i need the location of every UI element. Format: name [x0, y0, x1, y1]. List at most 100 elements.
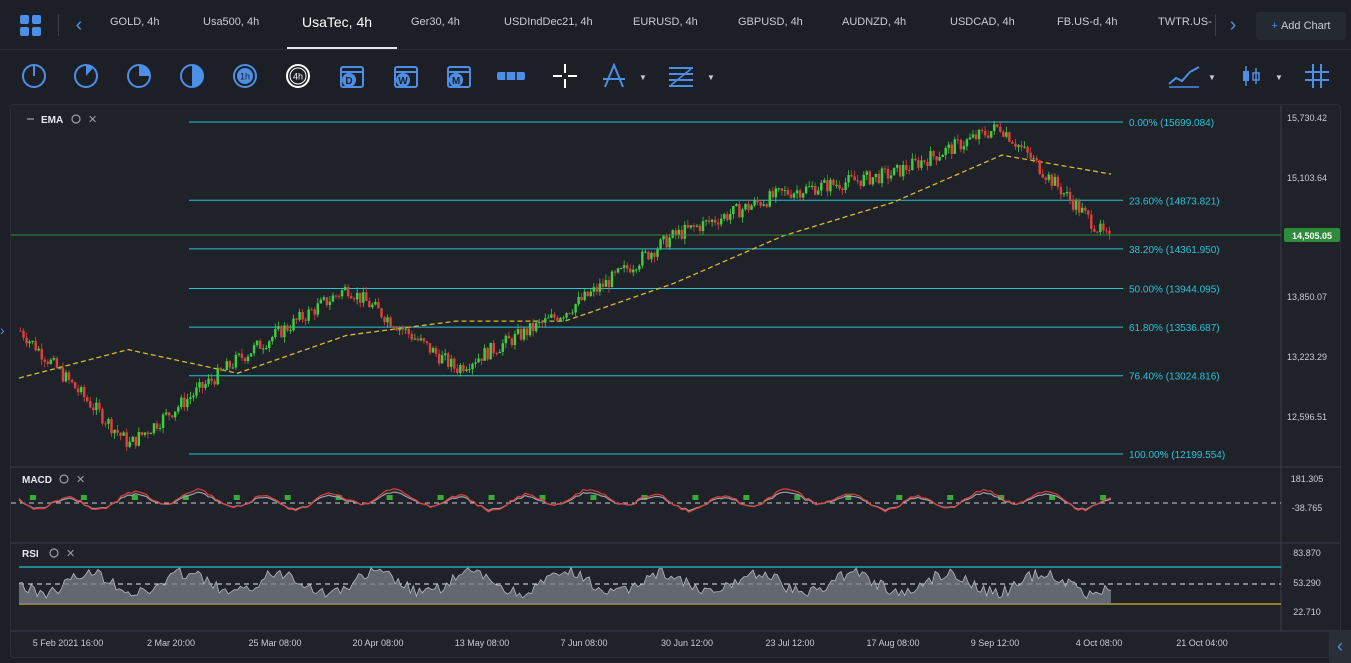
rsi-line: [18, 566, 1112, 600]
candle-body: [1068, 191, 1072, 200]
candle-body: [177, 407, 180, 412]
candle-body: [932, 151, 935, 157]
tab-gbpusd[interactable]: GBPUSD, 4h: [738, 16, 803, 28]
price-chart[interactable]: EMA ✕ MACD ✕ RSI ✕ 0.00% (15699.084) 23.6…: [11, 105, 1341, 658]
grid-toggle-icon[interactable]: [1304, 63, 1330, 89]
drawing-tools-icon[interactable]: [601, 62, 627, 89]
candle-body: [61, 367, 65, 382]
candle-body: [280, 326, 283, 338]
settings-icon[interactable]: [71, 114, 81, 124]
timeframe-month-icon[interactable]: M: [446, 63, 472, 89]
candle-body: [422, 338, 426, 342]
app-grid-icon[interactable]: [20, 15, 42, 37]
candle-body: [155, 423, 159, 429]
chevron-down-icon[interactable]: ▼: [639, 73, 647, 82]
timeframe-4h-icon[interactable]: 4h: [285, 63, 311, 89]
candlestick-icon[interactable]: [1238, 63, 1264, 89]
chevron-left-icon[interactable]: ‹: [1329, 630, 1351, 663]
candle-body: [635, 269, 638, 271]
timeframe-1h-icon[interactable]: 1h: [232, 63, 258, 89]
chevron-right-icon[interactable]: ›: [0, 322, 5, 338]
candle-body: [668, 237, 671, 248]
fibonacci-levels[interactable]: 0.00% (15699.084) 23.60% (14873.821) 38.20…: [189, 118, 1225, 461]
tab-ger30[interactable]: Ger30, 4h: [411, 16, 460, 28]
candle-body: [507, 335, 511, 339]
candle-body: [804, 186, 808, 194]
candle-body: [786, 189, 790, 195]
candle-body: [231, 367, 235, 369]
candle-body: [898, 165, 902, 177]
candle-body: [368, 301, 371, 308]
candle-body: [352, 298, 356, 300]
tab-gold[interactable]: GOLD, 4h: [110, 16, 160, 28]
tab-usdcad[interactable]: USDCAD, 4h: [950, 16, 1015, 28]
candle-body: [886, 169, 890, 179]
candle-body: [222, 370, 225, 372]
tab-eurusd[interactable]: EURUSD, 4h: [633, 16, 698, 28]
chart-panel[interactable]: EMA ✕ MACD ✕ RSI ✕ 0.00% (15699.084) 23.6…: [10, 104, 1341, 658]
chevron-down-icon[interactable]: ▼: [1208, 73, 1216, 82]
timeframe-week-icon[interactable]: W: [393, 63, 419, 89]
time-tick: 7 Jun 08:00: [560, 638, 607, 648]
candle-body: [525, 328, 529, 336]
candle-body: [753, 200, 756, 206]
candle-body: [137, 432, 141, 446]
candle-body: [1093, 228, 1096, 232]
chart-type-line-icon[interactable]: [1168, 63, 1200, 89]
settings-icon[interactable]: [49, 548, 59, 558]
candle-body: [140, 432, 144, 435]
candle-body: [698, 225, 702, 231]
candle-body: [938, 157, 941, 161]
candle-body: [349, 296, 353, 299]
fib-level-label: 50.00% (13944.095): [1129, 284, 1220, 295]
candle-body: [911, 158, 914, 171]
timeframe-1m-icon[interactable]: [21, 63, 47, 89]
close-icon[interactable]: ✕: [76, 474, 85, 486]
crosshair-icon[interactable]: [552, 63, 578, 89]
fib-level-label: 38.20% (14361.950): [1129, 245, 1220, 256]
candle-body: [316, 303, 319, 315]
tab-twtr[interactable]: TWTR.US-: [1158, 16, 1212, 28]
candle-body: [720, 218, 723, 225]
tab-usdind[interactable]: USDIndDec21, 4h: [504, 16, 593, 28]
time-axis: 5 Feb 2021 16:00 2 Mar 20:00 25 Mar 08:0…: [33, 638, 1228, 648]
tab-usatec[interactable]: UsaTec, 4h: [302, 14, 373, 30]
close-icon[interactable]: ✕: [88, 114, 97, 126]
tab-usa500[interactable]: Usa500, 4h: [203, 16, 260, 28]
candle-body: [356, 292, 359, 300]
macd-histogram-bar: [80, 495, 87, 500]
chevron-down-icon[interactable]: ▼: [707, 73, 715, 82]
candle-body: [871, 177, 875, 185]
chevron-down-icon[interactable]: ▼: [1275, 73, 1283, 82]
candle-body: [986, 135, 990, 138]
timeframe-day-icon[interactable]: D: [339, 63, 365, 89]
tab-audnzd[interactable]: AUDNZD, 4h: [842, 16, 907, 28]
timeframe-30m-icon[interactable]: [179, 63, 205, 89]
candle-body: [735, 204, 738, 206]
fibonacci-tool-icon[interactable]: [668, 63, 694, 89]
settings-icon[interactable]: [59, 474, 69, 484]
candle-body: [677, 229, 680, 235]
candle-body: [510, 338, 514, 346]
candle-body: [307, 309, 310, 321]
close-icon[interactable]: ✕: [66, 548, 75, 560]
timeframe-15m-icon[interactable]: [126, 63, 152, 89]
candle-body: [371, 304, 374, 308]
horizontal-line-tool-icon[interactable]: [496, 63, 526, 89]
timeframe-5m-icon[interactable]: [73, 63, 99, 89]
tab-fb[interactable]: FB.US-d, 4h: [1057, 16, 1118, 28]
candle-body: [283, 325, 286, 338]
chevron-left-icon[interactable]: ‹: [75, 14, 83, 36]
macd-histogram-bar: [896, 495, 903, 500]
candle-body: [95, 402, 98, 411]
candle-body: [996, 124, 999, 127]
candle-body: [404, 328, 407, 330]
candle-body: [689, 225, 693, 228]
timeframe-4h-label: 4h: [293, 72, 303, 82]
add-chart-button[interactable]: + Add Chart: [1256, 12, 1346, 40]
candle-body: [252, 345, 256, 354]
candle-body: [468, 369, 471, 371]
candle-body: [659, 239, 662, 250]
candle-body: [377, 302, 380, 309]
chevron-right-icon[interactable]: ›: [1229, 14, 1237, 36]
